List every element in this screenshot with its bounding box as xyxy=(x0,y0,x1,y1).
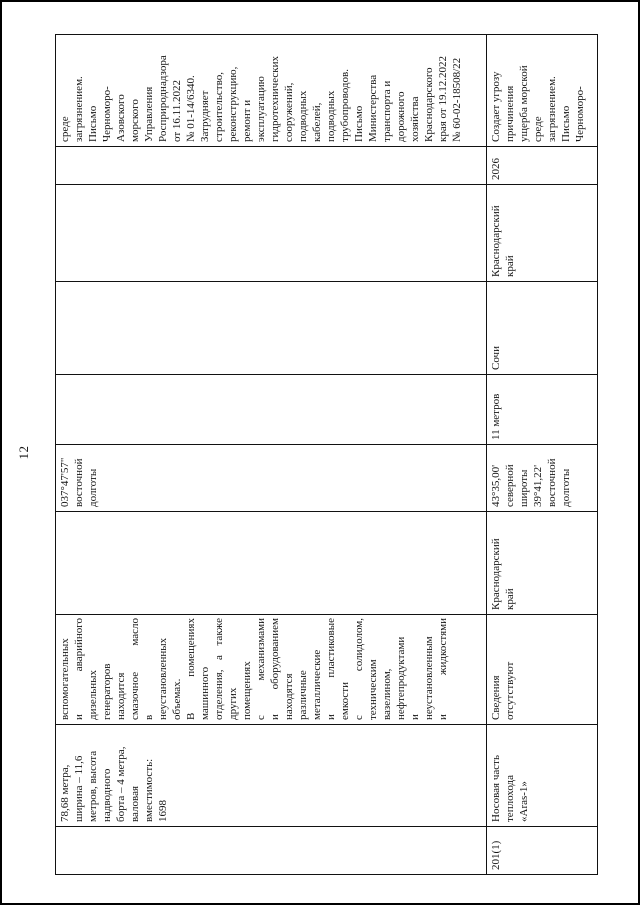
table-cell: Сочи xyxy=(486,281,598,375)
table-cell xyxy=(55,374,487,445)
page-number: 12 xyxy=(16,445,31,460)
sunken-property-table: 78,68 метра, ширина – 11,6 метров, высот… xyxy=(55,34,598,875)
table-cell: Носовая часть теплохода «Aras-1» xyxy=(486,724,598,827)
table-cell: Краснодарский край xyxy=(486,511,598,615)
table-cell xyxy=(55,146,487,185)
table-row-continued: 78,68 метра, ширина – 11,6 метров, высот… xyxy=(55,34,487,875)
table-cell: 201(1) xyxy=(486,826,598,875)
table-cell: Создает угрозу причинения ущерба морской… xyxy=(486,34,598,147)
table-cell: 037°47'57" восточной долготы xyxy=(55,444,487,512)
table-cell xyxy=(55,281,487,375)
table-cell xyxy=(55,511,487,615)
table-cell: 78,68 метра, ширина – 11,6 метров, высот… xyxy=(55,724,487,827)
table-cell: Краснодарский край xyxy=(486,184,598,282)
table-cell: 2026 xyxy=(486,146,598,185)
table-cell xyxy=(55,184,487,282)
table-row-201-1: 201(1) Носовая часть теплохода «Aras-1» … xyxy=(486,34,598,875)
table-cell: 43°35,00' северной широты 39°41,22' вост… xyxy=(486,444,598,512)
table-cell: среде загрязнением. Письмо Черноморо- Аз… xyxy=(55,34,487,147)
table-cell xyxy=(55,826,487,875)
table-cell: вспомогательных и аварийного дизельных г… xyxy=(55,614,487,725)
table-cell: 11 метров xyxy=(486,374,598,445)
table-cell: Сведения отсутствуют xyxy=(486,614,598,725)
